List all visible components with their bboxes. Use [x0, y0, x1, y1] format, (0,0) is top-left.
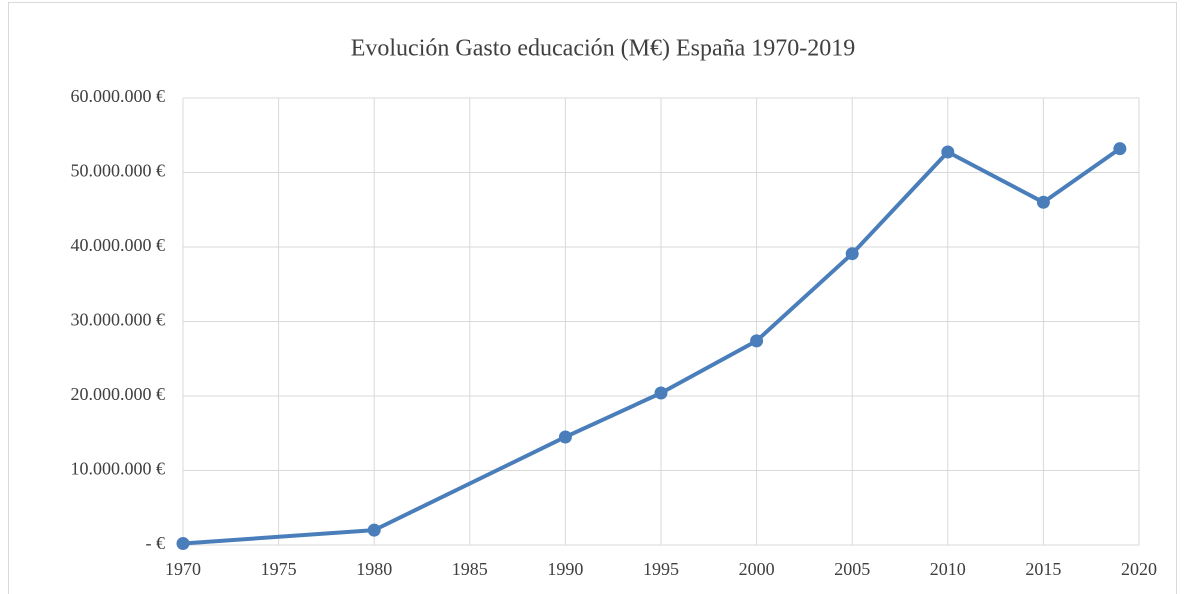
x-tick-label: 1995	[643, 559, 679, 579]
data-point	[845, 247, 859, 261]
chart-title: Evolución Gasto educación (M€) España 19…	[351, 36, 856, 62]
x-tick-label: 1970	[165, 559, 201, 579]
x-tick-label: 2015	[1025, 559, 1061, 579]
x-tick-label: 2010	[930, 559, 966, 579]
data-point	[176, 537, 190, 551]
y-tick-label: 40.000.000 €	[71, 235, 166, 255]
y-tick-label: - €	[146, 533, 166, 553]
y-tick-label: 30.000.000 €	[71, 310, 166, 330]
x-tick-label: 1980	[356, 559, 392, 579]
y-tick-label: 60.000.000 €	[71, 86, 166, 106]
x-tick-label: 2005	[834, 559, 870, 579]
y-tick-label: 50.000.000 €	[71, 161, 166, 181]
x-tick-label: 1975	[261, 559, 297, 579]
data-point	[1113, 142, 1127, 156]
y-tick-label: 20.000.000 €	[71, 384, 166, 404]
y-tick-label: 10.000.000 €	[71, 459, 166, 479]
x-tick-label: 1990	[547, 559, 583, 579]
data-point	[941, 145, 955, 159]
data-point	[367, 523, 381, 537]
data-point	[558, 430, 572, 444]
data-point	[750, 334, 764, 348]
data-point	[1036, 195, 1050, 209]
chart-border	[8, 2, 1177, 594]
x-tick-label: 2020	[1121, 559, 1157, 579]
data-point	[654, 386, 668, 400]
x-tick-label: 2000	[739, 559, 775, 579]
x-tick-label: 1985	[452, 559, 488, 579]
